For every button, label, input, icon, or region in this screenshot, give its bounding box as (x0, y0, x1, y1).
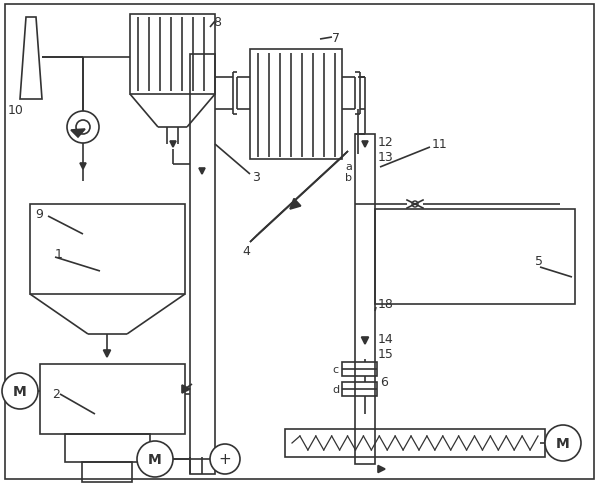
Text: b: b (345, 173, 352, 182)
Text: 1: 1 (55, 248, 63, 261)
Polygon shape (199, 168, 205, 175)
Circle shape (2, 373, 38, 409)
Text: d: d (332, 384, 339, 394)
Text: 8: 8 (213, 15, 221, 29)
Text: 3: 3 (252, 171, 260, 184)
Text: M: M (556, 436, 570, 450)
Text: 9: 9 (35, 208, 43, 221)
Circle shape (412, 201, 418, 208)
Bar (342, 382, 377, 396)
Bar (190, 55, 215, 474)
Circle shape (137, 441, 173, 477)
Bar (65, 434, 150, 462)
Text: M: M (148, 452, 162, 466)
Circle shape (545, 425, 581, 461)
Text: 5: 5 (535, 255, 543, 268)
Text: 12: 12 (378, 136, 394, 149)
Text: 11: 11 (432, 138, 447, 151)
Polygon shape (362, 142, 368, 148)
Bar (30, 205, 185, 294)
Text: 15: 15 (378, 348, 394, 361)
Circle shape (67, 112, 99, 144)
Bar (130, 15, 215, 95)
Bar (40, 364, 185, 434)
Text: 2: 2 (52, 388, 60, 401)
Text: M: M (13, 384, 27, 398)
Polygon shape (182, 385, 190, 393)
Bar (285, 429, 545, 457)
Bar (342, 362, 377, 376)
Polygon shape (290, 199, 301, 210)
Bar (82, 462, 132, 482)
Circle shape (76, 121, 90, 135)
Polygon shape (378, 466, 385, 472)
Text: +: + (219, 452, 231, 467)
Text: 13: 13 (378, 151, 394, 164)
Text: c: c (332, 364, 338, 374)
Text: a: a (345, 162, 352, 172)
Text: 18: 18 (378, 298, 394, 311)
Text: 10: 10 (8, 103, 24, 116)
Text: 7: 7 (332, 31, 340, 45)
Text: 14: 14 (378, 333, 394, 346)
Polygon shape (104, 350, 110, 357)
Circle shape (210, 444, 240, 474)
Polygon shape (362, 337, 368, 344)
Polygon shape (20, 18, 42, 100)
Bar (250, 50, 342, 160)
Bar (355, 135, 375, 464)
Polygon shape (170, 142, 176, 148)
Bar (375, 210, 575, 304)
Text: 6: 6 (380, 376, 388, 389)
Polygon shape (71, 130, 85, 138)
Text: 4: 4 (242, 245, 250, 258)
Polygon shape (80, 164, 86, 170)
